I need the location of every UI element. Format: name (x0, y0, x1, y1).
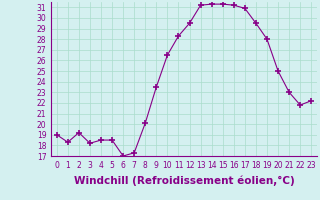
X-axis label: Windchill (Refroidissement éolien,°C): Windchill (Refroidissement éolien,°C) (74, 175, 294, 186)
